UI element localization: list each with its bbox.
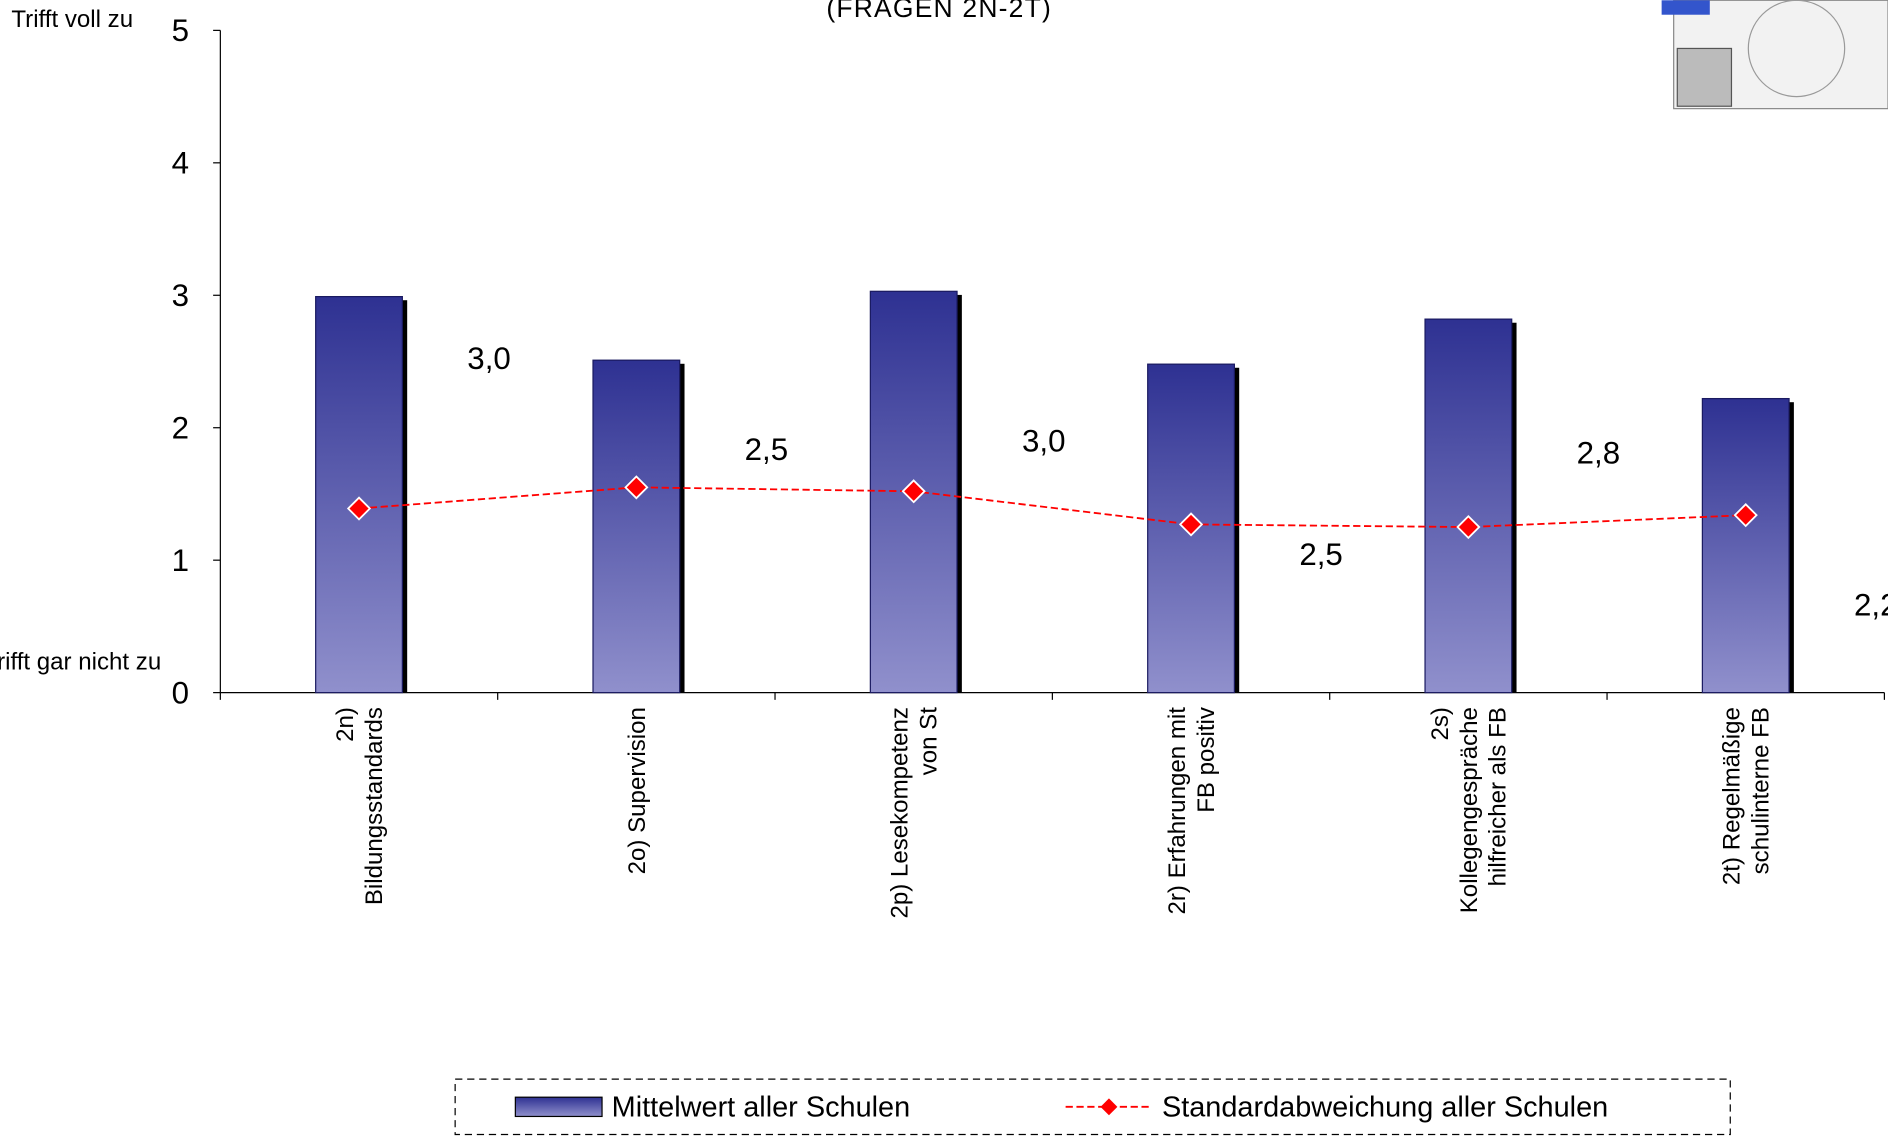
- value-label: 3,0: [467, 341, 511, 376]
- legend-swatch: [514, 1096, 603, 1118]
- x-tick-label: Bildungsstandards: [361, 707, 388, 905]
- legend-box: [454, 1078, 1731, 1136]
- x-tick-label: hilfreicher als FB: [1485, 707, 1512, 886]
- bar: [592, 359, 681, 694]
- x-tick-label: 2o) Supervision: [624, 707, 651, 874]
- x-tick-label: 2n): [332, 707, 359, 742]
- y-tick-label: 4: [172, 146, 189, 181]
- x-tick-label: 2r) Erfahrungen mit: [1164, 707, 1191, 915]
- x-tick-label: Kollegengespräche: [1456, 707, 1483, 913]
- y-axis-annotation-top: Trifft voll zu: [11, 6, 133, 33]
- x-tick-label: 2p) Lesekompetenz: [887, 707, 914, 918]
- bar: [1701, 397, 1790, 694]
- x-tick-label: 2t) Regelmäßige: [1719, 707, 1746, 885]
- line-marker: [1178, 512, 1204, 537]
- line: [358, 486, 1746, 528]
- line-marker: [346, 496, 372, 521]
- x-tick-label: von St: [916, 707, 943, 776]
- x-tick-label: 2s): [1427, 707, 1454, 740]
- y-tick-label: 2: [172, 411, 189, 446]
- y-tick-label: 3: [172, 278, 189, 313]
- legend-marker: [1100, 1098, 1118, 1116]
- chart-title: (FRAGEN 2N-2T): [826, 0, 1052, 23]
- legend-label: Standardabweichung aller Schulen: [1162, 1091, 1608, 1123]
- y-tick-label: 0: [172, 675, 189, 710]
- value-label: 2,2: [1854, 587, 1888, 622]
- x-tick-label: schulinterne FB: [1748, 707, 1775, 874]
- value-label: 3,0: [1022, 423, 1066, 458]
- line-marker: [1456, 514, 1481, 540]
- y-tick-label: 5: [172, 13, 189, 48]
- line-marker: [901, 479, 926, 504]
- y-axis-annotation-bottom: Trifft gar nicht zu: [0, 649, 161, 676]
- value-label: 2,5: [1299, 537, 1343, 572]
- logo: [1661, 0, 1888, 110]
- value-label: 2,5: [745, 432, 789, 467]
- value-label: 2,8: [1577, 436, 1621, 471]
- y-tick-label: 1: [172, 543, 189, 578]
- x-tick-label: FB positiv: [1193, 707, 1220, 813]
- legend-label: Mittelwert aller Schulen: [612, 1091, 911, 1123]
- line-marker: [1733, 503, 1758, 528]
- line-marker: [624, 475, 649, 500]
- bar: [315, 295, 403, 694]
- bar: [1424, 318, 1513, 694]
